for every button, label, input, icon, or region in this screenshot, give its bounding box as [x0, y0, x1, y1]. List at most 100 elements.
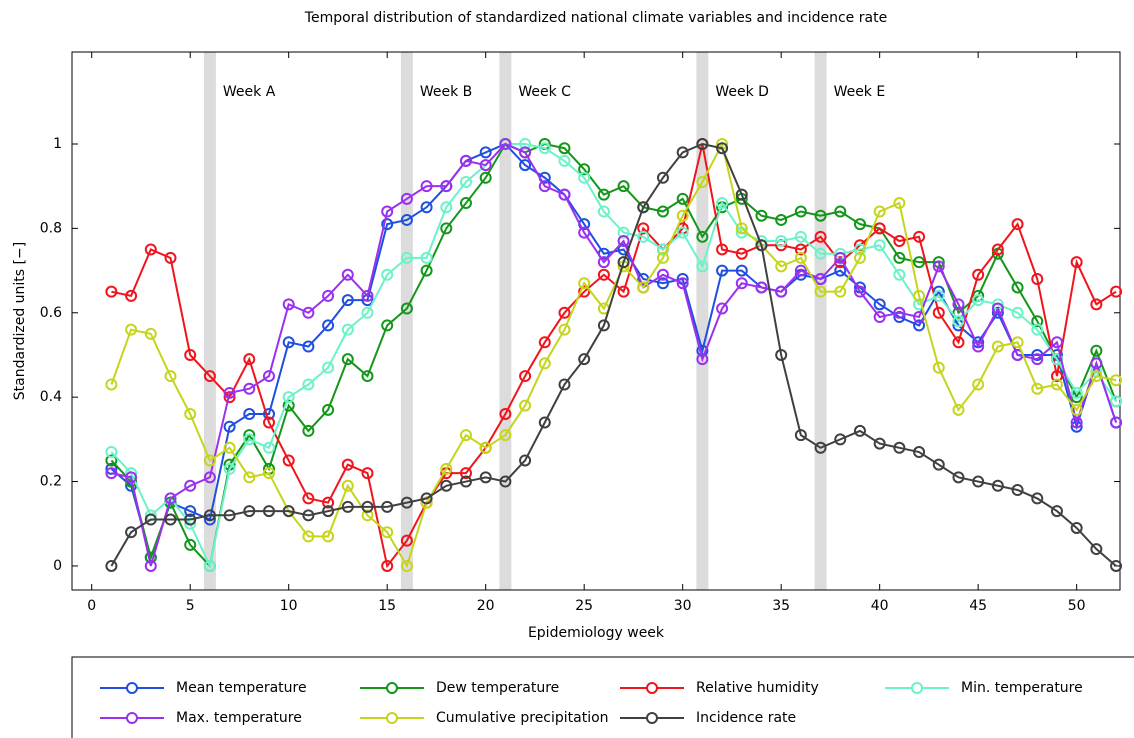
data-point — [1090, 344, 1103, 357]
data-point — [597, 188, 610, 201]
data-point — [716, 142, 729, 155]
data-point — [184, 408, 197, 421]
data-point — [873, 298, 886, 311]
data-point — [243, 382, 256, 395]
data-point — [873, 310, 886, 323]
data-point — [735, 222, 748, 235]
data-point — [1090, 370, 1103, 383]
data-point — [341, 268, 354, 281]
data-point — [282, 391, 295, 404]
data-point — [991, 479, 1004, 492]
data-point — [105, 467, 118, 480]
data-point — [972, 475, 985, 488]
data-point — [775, 213, 788, 226]
data-point — [223, 386, 236, 399]
x-tick-label: 15 — [378, 598, 396, 614]
data-point — [322, 505, 335, 518]
data-point — [184, 348, 197, 361]
highlight-label: Week E — [834, 84, 886, 100]
data-point — [302, 378, 315, 391]
data-point — [913, 289, 926, 302]
series-line — [110, 142, 1117, 570]
data-point — [538, 336, 551, 349]
data-point — [1011, 336, 1024, 349]
legend-marker — [646, 682, 658, 694]
data-point — [243, 471, 256, 484]
data-point — [1050, 336, 1063, 349]
data-point — [381, 526, 394, 539]
data-point — [637, 201, 650, 214]
data-point — [1070, 256, 1083, 269]
data-point — [125, 471, 138, 484]
data-point — [1070, 416, 1083, 429]
data-point — [459, 175, 472, 188]
series-line — [110, 142, 1117, 569]
data-point — [1090, 543, 1103, 556]
data-point — [656, 268, 669, 281]
data-point — [696, 230, 709, 243]
data-point — [400, 251, 413, 264]
data-point — [558, 306, 571, 319]
data-point — [696, 260, 709, 273]
data-point — [440, 222, 453, 235]
x-axis-label: Epidemiology week — [528, 625, 665, 641]
data-point — [105, 378, 118, 391]
data-point — [440, 201, 453, 214]
data-point — [164, 251, 177, 264]
data-point — [341, 353, 354, 366]
data-point — [893, 306, 906, 319]
data-point — [519, 137, 532, 150]
data-point — [932, 289, 945, 302]
data-point — [1011, 281, 1024, 294]
data-point — [341, 458, 354, 471]
data-point — [1050, 378, 1063, 391]
data-point — [617, 180, 630, 193]
data-point — [893, 197, 906, 210]
legend-marker — [646, 712, 658, 724]
data-point — [243, 353, 256, 366]
data-point — [775, 235, 788, 248]
data-point — [676, 146, 689, 159]
data-point — [853, 424, 866, 437]
data-point — [105, 559, 118, 572]
data-point — [262, 416, 275, 429]
highlight-band — [400, 52, 413, 590]
y-tick-label: 0 — [53, 558, 62, 574]
data-point — [420, 492, 433, 505]
data-point — [558, 154, 571, 167]
data-point — [400, 496, 413, 509]
data-point — [814, 441, 827, 454]
data-point — [597, 205, 610, 218]
data-point — [873, 239, 886, 252]
data-point — [735, 277, 748, 290]
data-point — [913, 446, 926, 459]
data-point — [243, 408, 256, 421]
legend-label: Max. temperature — [176, 710, 302, 726]
data-point — [735, 264, 748, 277]
data-point — [262, 467, 275, 480]
data-point — [341, 479, 354, 492]
legend-marker — [911, 682, 923, 694]
legend-marker — [126, 712, 138, 724]
data-point — [184, 479, 197, 492]
data-point — [361, 509, 374, 522]
data-point — [341, 323, 354, 336]
data-point — [1050, 370, 1063, 383]
y-tick-label: 0.6 — [40, 305, 62, 321]
data-point — [262, 505, 275, 518]
data-point — [302, 530, 315, 543]
data-point — [558, 323, 571, 336]
data-point — [420, 251, 433, 264]
highlight-band — [696, 52, 709, 590]
data-point — [755, 281, 768, 294]
data-point — [381, 500, 394, 513]
data-point — [1031, 382, 1044, 395]
data-point — [1031, 315, 1044, 328]
data-point — [991, 340, 1004, 353]
data-point — [203, 471, 216, 484]
data-point — [794, 230, 807, 243]
data-point — [361, 370, 374, 383]
data-point — [1011, 218, 1024, 231]
